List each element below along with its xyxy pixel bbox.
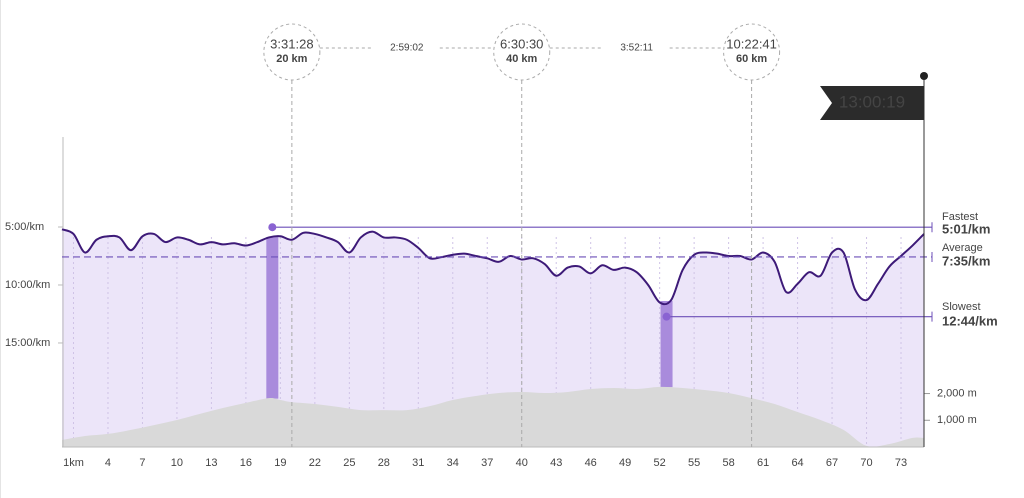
x-tick-label: 46: [585, 457, 597, 469]
x-tick-label: 13: [205, 457, 217, 469]
x-tick-label: 31: [412, 457, 424, 469]
x-tick-label: 70: [860, 457, 872, 469]
interval-time: 3:52:11: [620, 43, 653, 54]
x-tick-label: 28: [378, 457, 390, 469]
x-tick-label: 4: [105, 457, 111, 469]
marker-dot: [662, 312, 671, 321]
split-time: 3:31:28: [270, 36, 313, 51]
split-circle: [493, 23, 551, 81]
x-tick-label: 22: [309, 457, 321, 469]
x-tick-label: 16: [240, 457, 252, 469]
x-tick-label: 52: [654, 457, 666, 469]
highlight-bar: [266, 237, 279, 399]
marker-value: 12:44/km: [942, 313, 998, 328]
elevation-area: [62, 386, 924, 447]
marker-label: Fastest: [942, 211, 978, 223]
x-tick-label: 34: [447, 457, 459, 469]
marker-value: 5:01/km: [942, 221, 990, 236]
marker-value: 7:35/km: [942, 253, 990, 268]
y-tick-label: 5:00/km: [5, 221, 44, 233]
x-tick-label: 25: [343, 457, 355, 469]
y2-tick-label: 2,000 m: [937, 387, 977, 399]
pace-line: [61, 228, 925, 306]
split-distance: 60 km: [736, 53, 767, 65]
y2-tick-label: 1,000 m: [937, 414, 977, 426]
split-distance: 40 km: [506, 53, 537, 65]
split-time: 6:30:30: [500, 36, 543, 51]
split-time: 10:22:41: [726, 36, 777, 51]
y-tick-label: 10:00/km: [5, 279, 50, 291]
split-circle: [263, 23, 321, 81]
finish-dot: [920, 72, 928, 80]
highlight-bar: [660, 300, 673, 388]
x-tick-label: 10: [171, 457, 183, 469]
finish-flag: [820, 86, 924, 120]
x-tick-label: 40: [516, 457, 528, 469]
y-tick-label: 15:00/km: [5, 337, 50, 349]
x-tick-label: 19: [274, 457, 286, 469]
x-tick-label: 61: [757, 457, 769, 469]
marker-label: Slowest: [942, 301, 981, 313]
x-tick-label: 1km: [63, 457, 84, 469]
marker-dot: [268, 223, 277, 232]
finish-time: 13:00:19: [839, 92, 905, 111]
split-circle: [723, 23, 781, 81]
x-tick-label: 67: [826, 457, 838, 469]
interval-time: 2:59:02: [390, 43, 424, 54]
x-tick-label: 73: [895, 457, 907, 469]
x-tick-label: 43: [550, 457, 562, 469]
marker-label: Average: [942, 242, 983, 254]
x-tick-label: 64: [791, 457, 803, 469]
split-distance: 20 km: [276, 53, 307, 65]
x-tick-label: 49: [619, 457, 631, 469]
x-tick-label: 7: [139, 457, 145, 469]
x-tick-label: 55: [688, 457, 700, 469]
x-tick-label: 37: [481, 457, 493, 469]
x-tick-label: 58: [722, 457, 734, 469]
